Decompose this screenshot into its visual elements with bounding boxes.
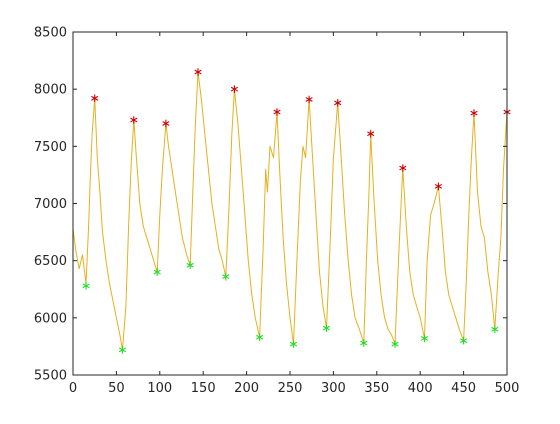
trough-marker [322,324,331,332]
peak-marker [91,94,99,103]
y-tick-label: 6500 [34,254,67,269]
peak-marker [273,108,281,116]
peak-marker [162,119,170,128]
y-tick-label: 8000 [34,83,67,98]
x-tick-label: 100 [147,381,172,396]
trough-marker [153,268,161,276]
axis-layer: 0 50 100 150 200 250 300 350 400 450 500 5500 6000 65… [34,26,520,397]
trough-marker [222,272,230,281]
trough-marker [420,334,429,343]
trough-marker [289,340,298,348]
peak-marker [305,95,313,104]
plot-background [73,32,507,375]
peak-marker [399,164,407,172]
x-tick-label: 200 [234,381,259,396]
peak-marker [194,68,202,76]
peak-marker [434,182,443,191]
y-tick-label: 6000 [34,311,67,326]
x-tick-label: 300 [321,381,346,396]
y-tick-label: 7000 [34,197,67,212]
y-tick-label: 7500 [34,140,67,155]
series-line-0 [72,71,508,351]
trough-marker [82,282,90,290]
trough-marker [460,336,468,345]
trough-marker [491,325,499,334]
series-layer [72,71,508,351]
trough-marker [186,261,194,270]
peak-marker [470,109,478,117]
trough-marker [256,333,264,342]
trough-marker [360,339,368,347]
trough-marker [391,340,399,348]
x-tick-label: 500 [495,381,520,396]
x-tick-label: 150 [191,381,216,396]
peak-marker [334,99,342,107]
x-tick-label: 450 [451,381,476,396]
y-tick-label: 8500 [34,26,67,41]
trough-marker [118,346,127,354]
y-tick-label: 5500 [34,369,67,384]
x-tick-label: 0 [69,381,77,396]
peak-marker [230,85,239,93]
x-tick-label: 350 [364,381,389,396]
x-tick-label: 250 [278,381,303,396]
peak-marker [367,129,375,138]
x-tick-label: 400 [408,381,433,396]
x-tick-label: 50 [108,381,125,396]
peak-marker [130,116,138,124]
